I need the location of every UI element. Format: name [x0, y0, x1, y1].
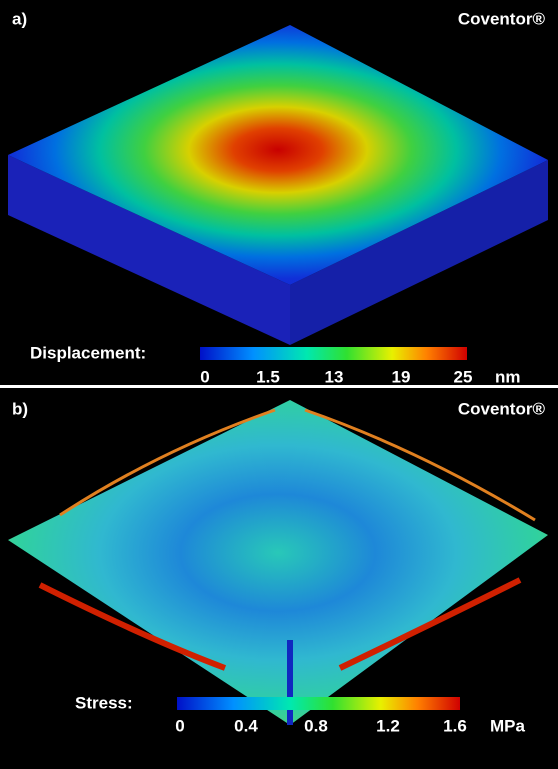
tick-label: 0.8 [304, 716, 328, 735]
colorbar-title: Stress: [75, 693, 133, 712]
tick-label: 1.6 [443, 716, 467, 735]
brand: Coventor® [458, 9, 546, 28]
figure: a) Coventor® Displacement: 0 1.5 13 19 2… [0, 0, 558, 769]
colorbar [177, 697, 460, 710]
tick-label: 0 [175, 716, 184, 735]
tick-label: 0.4 [234, 716, 258, 735]
unit: nm [495, 367, 521, 386]
colorbar-title: Displacement: [30, 343, 146, 362]
tick-label: 19 [392, 367, 411, 386]
brand: Coventor® [458, 399, 546, 418]
tick-label: 25 [454, 367, 473, 386]
panel-label: a) [12, 9, 27, 28]
panel-label: b) [12, 399, 28, 418]
tick-label: 1.5 [256, 367, 280, 386]
tick-label: 0 [200, 367, 209, 386]
colorbar [200, 347, 467, 360]
unit: MPa [490, 716, 526, 735]
tick-label: 13 [325, 367, 344, 386]
tick-label: 1.2 [376, 716, 400, 735]
